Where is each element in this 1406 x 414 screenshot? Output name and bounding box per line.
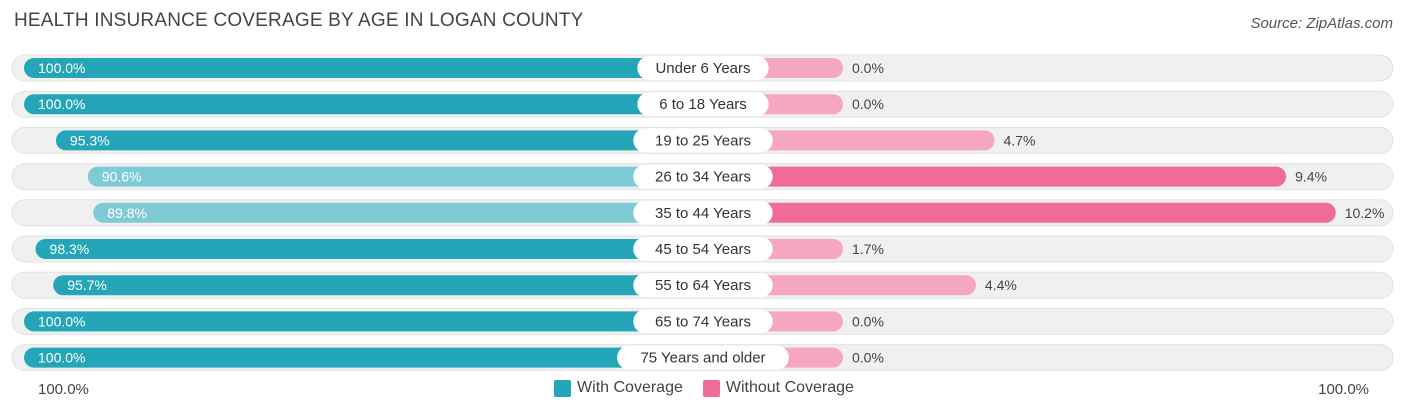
category-pill [633, 200, 773, 225]
category-label: 26 to 34 Years [655, 169, 751, 186]
value-label-with-coverage: 100.0% [38, 60, 85, 76]
chart-row: 100.0% 0.0% Under 6 Years [11, 54, 1394, 82]
category-label: Under 6 Years [655, 60, 750, 77]
bar-with-coverage [87, 166, 704, 187]
legend: With Coverage Without Coverage [0, 379, 1406, 397]
value-label-without-coverage: 1.7% [852, 241, 884, 257]
chart-plot: 100.0% 0.0% Under 6 Years 100.0% 0.0% 6 to 18… [11, 54, 1394, 372]
bar-with-coverage [24, 347, 703, 368]
legend-label-with-coverage: With Coverage [577, 379, 683, 396]
legend-item-with-coverage[interactable]: With Coverage [554, 379, 683, 397]
category-label: 75 Years and older [640, 350, 765, 367]
category-pill [637, 92, 769, 117]
value-label-without-coverage: 0.0% [852, 350, 884, 366]
chart-row: 100.0% 0.0% 75 Years and older [11, 344, 1394, 372]
value-label-with-coverage: 95.7% [67, 277, 107, 293]
value-label-with-coverage: 100.0% [38, 313, 85, 329]
chart-row: 95.3% 4.7% 19 to 25 Years [11, 126, 1394, 154]
chart-row: 100.0% 0.0% 65 to 74 Years [11, 307, 1394, 335]
chart-row: 95.7% 4.4% 55 to 64 Years [11, 271, 1394, 299]
chart-title: HEALTH INSURANCE COVERAGE BY AGE IN LOGA… [14, 10, 584, 31]
category-pill [633, 237, 773, 261]
category-pill [637, 56, 769, 80]
legend-swatch-without-coverage [702, 379, 720, 397]
axis-left-label: 100.0% [38, 381, 89, 398]
value-label-without-coverage: 9.4% [1295, 169, 1327, 185]
bar-with-coverage [93, 202, 704, 223]
value-label-without-coverage: 4.7% [1004, 132, 1036, 148]
chart-row: 90.6% 9.4% 26 to 34 Years [11, 163, 1394, 191]
value-label-without-coverage: 0.0% [852, 96, 884, 112]
bar-with-coverage [24, 58, 703, 78]
bar-without-coverage [703, 130, 995, 151]
value-label-with-coverage: 98.3% [50, 241, 90, 257]
legend-label-without-coverage: Without Coverage [725, 379, 854, 396]
category-pill [633, 309, 773, 334]
axis-right-label: 100.0% [1318, 381, 1369, 398]
category-label: 45 to 54 Years [655, 241, 751, 258]
chart-row: 89.8% 10.2% 35 to 44 Years [11, 199, 1394, 227]
value-label-with-coverage: 89.8% [107, 205, 147, 221]
chart-row: 98.3% 1.7% 45 to 54 Years [11, 235, 1394, 263]
bar-with-coverage [24, 311, 703, 332]
chart-source: Source: ZipAtlas.com [1250, 15, 1393, 32]
value-label-without-coverage: 0.0% [852, 313, 884, 329]
legend-item-without-coverage[interactable]: Without Coverage [702, 379, 854, 397]
category-pill [633, 164, 773, 189]
category-label: 55 to 64 Years [655, 277, 751, 294]
category-label: 6 to 18 Years [659, 96, 747, 113]
value-label-with-coverage: 90.6% [102, 169, 142, 185]
chart-row: 100.0% 0.0% 6 to 18 Years [11, 90, 1394, 118]
bar-without-coverage [703, 202, 1336, 223]
value-label-with-coverage: 100.0% [38, 96, 85, 112]
category-label: 65 to 74 Years [655, 313, 751, 330]
value-label-without-coverage: 0.0% [852, 60, 884, 76]
value-label-with-coverage: 95.3% [70, 132, 110, 148]
bar-without-coverage [703, 166, 1287, 187]
value-label-without-coverage: 4.4% [985, 277, 1017, 293]
legend-swatch-with-coverage [554, 379, 572, 397]
category-label: 19 to 25 Years [655, 132, 751, 149]
category-label: 35 to 44 Years [655, 205, 751, 222]
category-pill [633, 128, 773, 153]
bar-with-coverage [24, 94, 703, 115]
value-label-with-coverage: 100.0% [38, 350, 85, 366]
bar-with-coverage [53, 275, 703, 296]
value-label-without-coverage: 10.2% [1345, 205, 1385, 221]
category-pill [633, 273, 773, 298]
bar-with-coverage [55, 130, 703, 151]
bar-with-coverage [35, 239, 704, 259]
category-pill [617, 345, 789, 370]
